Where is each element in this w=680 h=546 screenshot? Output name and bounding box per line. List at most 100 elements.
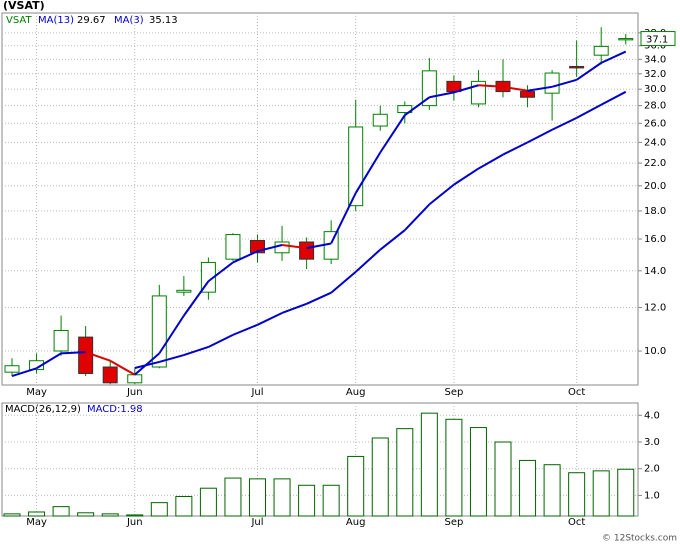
- macd-bar: [3, 513, 21, 517]
- macd-bar: [298, 484, 316, 517]
- y-tick-label: 24.0: [644, 137, 666, 148]
- ma-segment: [36, 352, 62, 370]
- candle-body: [78, 336, 94, 374]
- macd-bar: [126, 514, 144, 517]
- ma-segment: [330, 271, 357, 294]
- ma-segment: [281, 302, 307, 314]
- ma-segment: [527, 85, 553, 92]
- ma-segment: [453, 84, 479, 94]
- candle-body: [618, 38, 634, 41]
- ma-segment: [232, 323, 258, 336]
- macd-sep: :: [117, 404, 120, 415]
- candle-body: [593, 45, 609, 56]
- candle-body: [569, 65, 585, 69]
- ma-segment: [330, 192, 357, 244]
- y-tick-label: 20.0: [644, 181, 666, 192]
- macd-bar: [101, 513, 119, 517]
- ma-segment: [11, 367, 37, 378]
- x-tick-label: Jul: [250, 517, 263, 528]
- ma-segment: [85, 351, 111, 362]
- y-tick-label: 3.0: [644, 437, 660, 448]
- y-tick-label: 22.0: [644, 158, 666, 169]
- last-price: 37.1: [646, 35, 668, 46]
- ma-segment: [551, 78, 577, 88]
- y-tick-label: 2.0: [644, 464, 660, 475]
- last-price-box: [640, 31, 676, 47]
- ma-segment: [183, 280, 210, 317]
- x-tick-label: Aug: [346, 387, 366, 398]
- macd-bar: [592, 470, 610, 517]
- macd-bar: [347, 455, 365, 517]
- candle-body: [299, 241, 315, 260]
- ma-segment: [429, 91, 455, 99]
- macd-title: MACD(26,12,9): [5, 404, 81, 415]
- ma-segment: [502, 85, 528, 92]
- macd-bar: [28, 511, 46, 517]
- x-tick-label: Oct: [568, 517, 585, 528]
- ma-segment: [527, 128, 553, 144]
- y-tick-label: 14.0: [644, 266, 666, 277]
- ma-segment: [379, 229, 406, 251]
- y-tick-label: 28.0: [644, 101, 666, 112]
- ma-segment: [379, 114, 406, 154]
- ma-segment: [428, 183, 455, 206]
- candle-body: [176, 289, 192, 293]
- chart-title: (VSAT): [3, 0, 45, 12]
- y-tick-label: 18.0: [644, 206, 666, 217]
- x-tick-label: Sep: [444, 387, 463, 398]
- ma-segment: [354, 151, 382, 194]
- ma-segment: [109, 359, 136, 376]
- ma-segment: [576, 103, 602, 119]
- legend-ma3: MA(3): [114, 15, 144, 26]
- y-tick-label: 36.0: [644, 41, 666, 52]
- y-tick-label: 34.0: [644, 54, 666, 65]
- credit: © 12Stocks.com: [602, 534, 677, 544]
- y-tick-label: 16.0: [644, 234, 666, 245]
- macd-bar: [494, 441, 512, 517]
- ma-segment: [207, 261, 234, 283]
- ma-segment: [134, 352, 160, 376]
- ma-segment: [453, 167, 479, 186]
- candle-body: [274, 241, 290, 254]
- ma-segment: [306, 291, 332, 305]
- legend-ma13-value: 29.67: [77, 15, 106, 26]
- ma-segment: [502, 141, 528, 156]
- ma-segment: [306, 242, 332, 250]
- macd-bar: [396, 428, 414, 517]
- macd-bar: [617, 468, 635, 517]
- ma-segment: [600, 50, 627, 64]
- macd-frame: [1, 402, 639, 517]
- macd-bar: [199, 487, 217, 517]
- ma-segment: [232, 250, 258, 264]
- ma-segment: [404, 96, 430, 116]
- x-tick-label: Aug: [346, 517, 366, 528]
- macd-bar: [150, 502, 168, 517]
- candle-body: [520, 91, 536, 98]
- macd-bar: [175, 495, 193, 517]
- candle-body: [102, 366, 118, 384]
- y-tick-label: 10.0: [644, 346, 666, 357]
- ma-segment: [404, 203, 431, 231]
- macd-legend: MACD:1.98: [87, 404, 143, 415]
- macd-bar: [273, 478, 291, 517]
- ma-segment: [207, 333, 234, 348]
- macd-bar: [543, 464, 561, 517]
- macd-legend-value: 1.98: [120, 404, 142, 415]
- candle-body: [53, 329, 69, 352]
- ma-segment: [477, 153, 504, 170]
- macd-bar: [568, 472, 586, 517]
- ma-segment: [600, 90, 627, 106]
- macd-bar: [224, 477, 242, 517]
- candle-body: [372, 113, 388, 127]
- ma-segment: [158, 315, 185, 354]
- macd-legend-name: MACD: [87, 404, 117, 415]
- ma-segment: [576, 62, 602, 81]
- candle-body: [127, 374, 143, 384]
- price-frame: [1, 12, 639, 386]
- x-tick-label: Jun: [126, 387, 143, 398]
- candle-body: [4, 365, 20, 373]
- x-tick-label: Sep: [444, 517, 463, 528]
- candle-body: [544, 72, 560, 94]
- macd-bar: [371, 437, 389, 517]
